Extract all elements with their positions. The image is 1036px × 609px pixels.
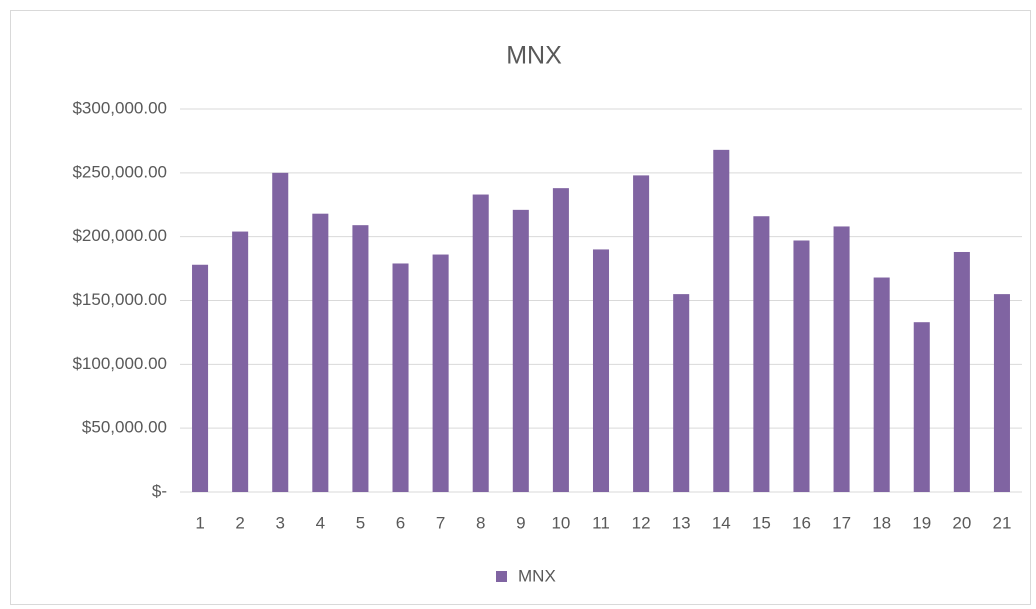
- x-tick-label: 11: [592, 513, 610, 532]
- y-tick-label: $250,000.00: [72, 162, 167, 181]
- y-tick-label: $150,000.00: [72, 290, 167, 309]
- x-tick-label: 18: [872, 513, 891, 532]
- x-tick-label: 21: [992, 513, 1011, 532]
- bar: [392, 263, 409, 492]
- bar: [633, 175, 650, 493]
- bar: [472, 194, 489, 492]
- y-tick-label: $200,000.00: [72, 226, 167, 245]
- bar: [192, 264, 209, 492]
- x-tick-label: 13: [672, 513, 691, 532]
- y-tick-label: $-: [152, 481, 167, 500]
- bar: [713, 149, 730, 492]
- x-tick-label: 9: [516, 513, 525, 532]
- x-tick-label: 5: [356, 513, 365, 532]
- bar: [833, 226, 850, 492]
- x-tick-label: 10: [551, 513, 570, 532]
- bar: [793, 240, 810, 492]
- x-tick-label: 17: [832, 513, 851, 532]
- bar: [552, 188, 569, 493]
- bar: [873, 277, 890, 492]
- bar: [432, 254, 449, 492]
- bar: [352, 225, 369, 492]
- x-tick-label: 20: [952, 513, 971, 532]
- bar: [913, 322, 930, 492]
- legend-swatch: [496, 571, 507, 582]
- bar: [232, 231, 249, 492]
- x-tick-label: 1: [195, 513, 204, 532]
- y-tick-label: $50,000.00: [82, 418, 167, 437]
- bar: [953, 251, 970, 492]
- x-tick-label: 4: [316, 513, 325, 532]
- x-tick-label: 19: [912, 513, 931, 532]
- x-tick-label: 2: [235, 513, 244, 532]
- bar: [512, 209, 529, 492]
- bar: [673, 294, 690, 492]
- x-tick-label: 3: [276, 513, 285, 532]
- x-tick-label: 8: [476, 513, 485, 532]
- x-tick-label: 14: [712, 513, 731, 532]
- bar: [993, 294, 1010, 492]
- x-tick-label: 15: [752, 513, 771, 532]
- x-tick-label: 6: [396, 513, 405, 532]
- bar: [753, 216, 770, 493]
- legend-label: MNX: [518, 566, 556, 585]
- x-tick-label: 12: [632, 513, 651, 532]
- x-tick-label: 7: [436, 513, 445, 532]
- bar: [592, 249, 610, 492]
- bar: [312, 213, 329, 493]
- y-tick-label: $300,000.00: [72, 98, 167, 117]
- bar: [272, 172, 289, 493]
- y-tick-label: $100,000.00: [72, 354, 167, 373]
- x-tick-label: 16: [792, 513, 811, 532]
- chart-title: MNX: [506, 42, 562, 70]
